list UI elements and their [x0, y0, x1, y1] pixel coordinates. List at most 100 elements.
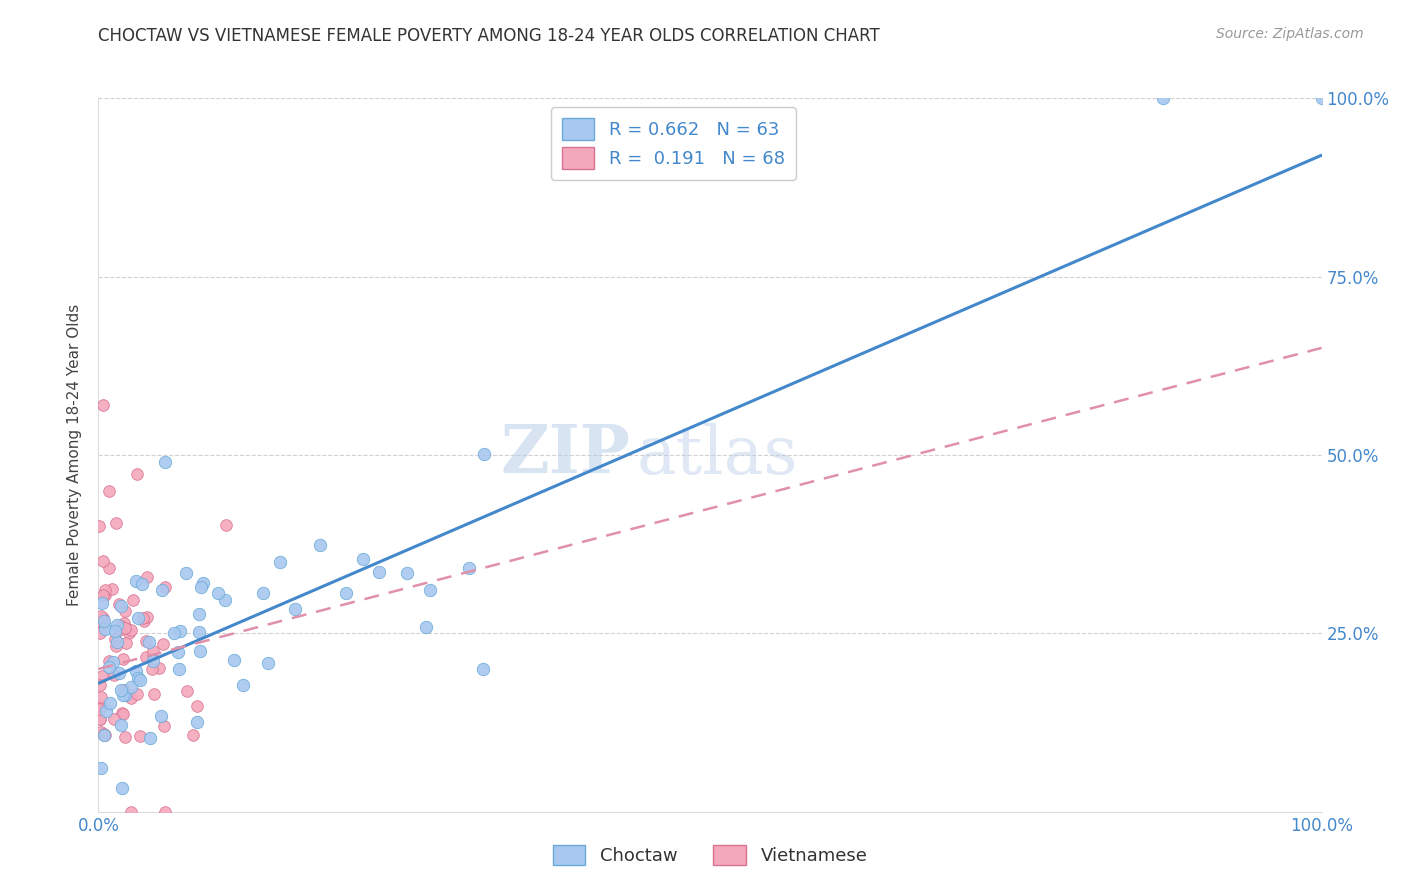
Point [155, 805, 177, 819]
Point [458, 561, 481, 575]
Point [105, 639, 128, 653]
Point [335, 586, 357, 600]
Point [256, 656, 278, 670]
Point [134, 614, 156, 628]
Point [128, 673, 150, 688]
Point [94, 589, 117, 603]
Point [136, 610, 159, 624]
Point [232, 678, 254, 692]
Point [142, 654, 165, 668]
Point [149, 708, 172, 723]
Point [114, 689, 136, 703]
Point [94, 582, 117, 597]
Point [111, 652, 134, 666]
Point [105, 635, 128, 649]
Point [127, 467, 149, 482]
Point [105, 617, 128, 632]
Point [118, 626, 141, 640]
Point [101, 582, 124, 597]
Point [472, 447, 495, 461]
Point [89, 519, 111, 533]
Point [214, 518, 236, 533]
Point [103, 668, 125, 682]
Point [120, 805, 142, 819]
Point [115, 636, 138, 650]
Point [103, 712, 125, 726]
Point [98, 561, 121, 575]
Point [187, 625, 209, 640]
Point [108, 666, 131, 681]
Point [91, 669, 114, 683]
Point [1152, 91, 1174, 105]
Point [186, 698, 208, 713]
Point [94, 623, 117, 637]
Text: atlas: atlas [637, 422, 799, 488]
Point [111, 706, 134, 721]
Point [91, 398, 114, 412]
Point [419, 583, 441, 598]
Point [352, 552, 374, 566]
Point [127, 671, 149, 685]
Point [284, 601, 307, 615]
Point [112, 682, 135, 697]
Point [396, 566, 419, 580]
Point [97, 654, 120, 668]
Point [90, 724, 112, 739]
Point [368, 565, 391, 579]
Point [97, 659, 120, 673]
Point [93, 727, 115, 741]
Point [143, 687, 166, 701]
Point [308, 538, 330, 552]
Point [155, 580, 177, 594]
Point [114, 604, 136, 618]
Point [90, 609, 112, 624]
Point [105, 516, 128, 530]
Point [125, 665, 148, 679]
Point [191, 575, 214, 590]
Legend: Choctaw, Vietnamese: Choctaw, Vietnamese [544, 836, 876, 874]
Point [129, 729, 152, 743]
Point [91, 554, 114, 568]
Point [104, 624, 127, 638]
Point [89, 712, 111, 726]
Point [90, 690, 112, 704]
Point [112, 616, 135, 631]
Point [136, 570, 159, 584]
Point [138, 635, 160, 649]
Text: CHOCTAW VS VIETNAMESE FEMALE POVERTY AMONG 18-24 YEAR OLDS CORRELATION CHART: CHOCTAW VS VIETNAMESE FEMALE POVERTY AMO… [98, 27, 880, 45]
Point [135, 633, 157, 648]
Point [108, 597, 131, 611]
Point [135, 649, 157, 664]
Point [104, 632, 127, 647]
Point [91, 596, 114, 610]
Text: Source: ZipAtlas.com: Source: ZipAtlas.com [1216, 27, 1364, 41]
Point [110, 706, 132, 721]
Point [153, 719, 176, 733]
Point [98, 696, 121, 710]
Point [169, 624, 191, 638]
Point [120, 690, 142, 705]
Point [120, 624, 142, 638]
Point [167, 662, 190, 676]
Point [207, 586, 229, 600]
Point [142, 644, 165, 658]
Point [110, 599, 132, 614]
Point [1310, 91, 1333, 105]
Point [110, 619, 132, 633]
Point [139, 731, 162, 745]
Point [141, 662, 163, 676]
Point [163, 625, 186, 640]
Point [127, 611, 149, 625]
Point [107, 623, 129, 637]
Text: ZIP: ZIP [501, 423, 630, 487]
Point [252, 585, 274, 599]
Point [89, 678, 111, 692]
Point [110, 718, 132, 732]
Y-axis label: Female Poverty Among 18-24 Year Olds: Female Poverty Among 18-24 Year Olds [67, 304, 83, 606]
Point [214, 592, 236, 607]
Point [176, 684, 198, 698]
Point [122, 593, 145, 607]
Point [148, 661, 170, 675]
Point [222, 653, 245, 667]
Point [93, 728, 115, 742]
